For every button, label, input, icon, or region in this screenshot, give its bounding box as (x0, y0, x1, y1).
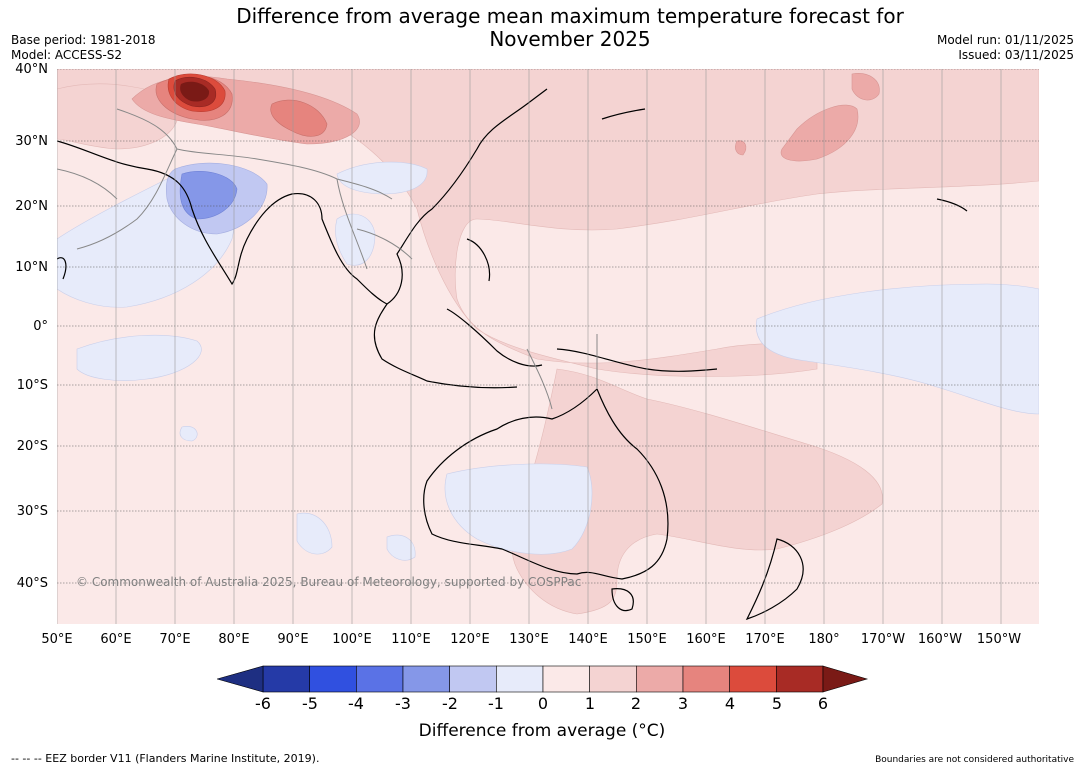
colorbar-over-arrow (822, 665, 869, 693)
lon-label-80e: 80°E (218, 632, 250, 647)
map-title-line2: November 2025 (489, 27, 651, 51)
colorbar-cell (449, 665, 497, 693)
colorbar-tick-m4: -4 (348, 694, 364, 713)
lat-label-40s: 40°S (16, 576, 48, 591)
colorbar-cell (776, 665, 824, 693)
lon-label-180: 180° (808, 632, 840, 647)
lon-label-150e: 150°E (627, 632, 667, 647)
eez-border-note: -- -- -- EEZ border V11 (Flanders Marine… (11, 752, 320, 765)
lon-label-170e: 170°E (745, 632, 785, 647)
map-panel (57, 69, 1039, 624)
lon-label-90e: 90°E (277, 632, 309, 647)
lat-label-30n: 30°N (15, 134, 48, 149)
colorbar-tick-4: 4 (724, 694, 736, 713)
lon-label-100e: 100°E (332, 632, 372, 647)
issued-text: Issued: 03/11/2025 (958, 48, 1074, 62)
colorbar-cell (636, 665, 684, 693)
copyright-text: © Commonwealth of Australia 2025, Bureau… (76, 575, 582, 589)
anomaly-map (57, 69, 1039, 624)
colorbar-cells (262, 665, 824, 693)
lat-label-30s: 30°S (16, 504, 48, 519)
model-text: Model: ACCESS-S2 (11, 48, 123, 62)
colorbar-cell (729, 665, 777, 693)
lat-label-0: 0° (33, 319, 48, 334)
colorbar-tick-2: 2 (630, 694, 642, 713)
colorbar-label: Difference from average (°C) (418, 721, 666, 741)
lon-label-150w: 150°W (976, 632, 1022, 647)
colorbar-tick-6: 6 (817, 694, 829, 713)
colorbar-cell (402, 665, 450, 693)
meta-left: Base period: 1981-2018 Model: ACCESS-S2 (11, 33, 156, 63)
lat-label-20s: 20°S (16, 439, 48, 454)
colorbar-tick-m1: -1 (488, 694, 504, 713)
lon-label-60e: 60°E (100, 632, 132, 647)
longitude-gridlines (57, 69, 1002, 624)
lon-label-170w: 170°W (860, 632, 906, 647)
colorbar-tick-3: 3 (677, 694, 689, 713)
anomaly-gt6-regions (180, 81, 210, 102)
colorbar-cell (496, 665, 544, 693)
lat-label-40n: 40°N (15, 62, 48, 77)
anomaly-m3-m2-regions (179, 171, 238, 220)
lon-label-160w: 160°W (917, 632, 963, 647)
colorbar-tick-0: 0 (537, 694, 549, 713)
colorbar-cell (682, 665, 730, 693)
lon-label-50e: 50°E (41, 632, 73, 647)
colorbar-tick-5: 5 (771, 694, 783, 713)
colorbar-tick-m3: -3 (395, 694, 411, 713)
colorbar-cell (589, 665, 637, 693)
lat-label-10s: 10°S (16, 378, 48, 393)
lon-label-130e: 130°E (509, 632, 549, 647)
colorbar-tick-m6: -6 (255, 694, 271, 713)
colorbar-tick-1: 1 (584, 694, 596, 713)
colorbar-cell (309, 665, 357, 693)
colorbar-under-arrow (217, 665, 264, 693)
lon-label-140e: 140°E (568, 632, 608, 647)
lon-label-110e: 110°E (391, 632, 431, 647)
lon-label-160e: 160°E (686, 632, 726, 647)
base-period-text: Base period: 1981-2018 (11, 33, 156, 47)
map-title: Difference from average mean maximum tem… (170, 5, 970, 51)
country-borders (57, 108, 598, 410)
lat-label-20n: 20°N (15, 199, 48, 214)
colorbar-cell (262, 665, 310, 693)
lon-label-70e: 70°E (159, 632, 191, 647)
map-title-line1: Difference from average mean maximum tem… (236, 4, 904, 28)
colorbar-tick-m5: -5 (302, 694, 318, 713)
lat-label-10n: 10°N (15, 260, 48, 275)
colorbar-tick-m2: -2 (442, 694, 458, 713)
model-run-text: Model run: 01/11/2025 (936, 33, 1074, 47)
boundaries-disclaimer: Boundaries are not considered authoritat… (875, 755, 1074, 765)
colorbar-cell (356, 665, 404, 693)
colorbar-cell (542, 665, 590, 693)
lon-label-120e: 120°E (450, 632, 490, 647)
meta-right: Model run: 01/11/2025 Issued: 03/11/2025 (937, 33, 1074, 63)
colorbar (217, 665, 869, 693)
